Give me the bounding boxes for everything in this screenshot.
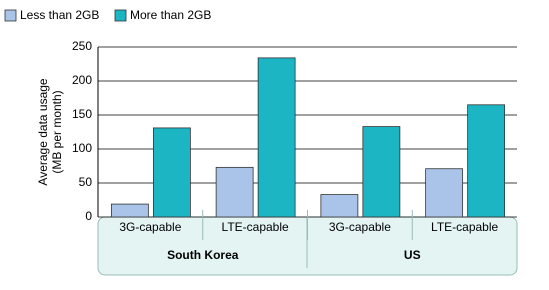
x-tick-label: 3G-capable [329, 220, 391, 234]
y-tick-label: 150 [72, 107, 92, 121]
group-label: US [404, 248, 421, 262]
bar [467, 104, 506, 218]
legend-label: Less than 2GB [20, 8, 99, 22]
y-tick-label: 250 [72, 39, 92, 53]
legend-label: More than 2GB [130, 8, 211, 22]
y-tick-label: 100 [72, 141, 92, 155]
legend-swatch [114, 9, 127, 22]
x-tick-label: LTE-capable [222, 220, 289, 234]
bar [215, 166, 254, 218]
bar [110, 203, 149, 218]
x-tick-label: 3G-capable [119, 220, 181, 234]
bar [257, 57, 296, 218]
bar [362, 126, 401, 218]
group-label: South Korea [167, 248, 239, 262]
y-axis-label: (MB per month) [50, 90, 64, 173]
y-tick-label: 200 [72, 73, 92, 87]
legend-swatch [4, 9, 17, 22]
y-tick-label: 50 [79, 175, 93, 189]
x-tick-label: LTE-capable [431, 220, 498, 234]
y-axis-label: Average data usage [36, 78, 50, 186]
bar [320, 194, 359, 218]
bar [425, 168, 464, 218]
bar [152, 127, 191, 218]
y-tick-label: 0 [85, 209, 92, 223]
